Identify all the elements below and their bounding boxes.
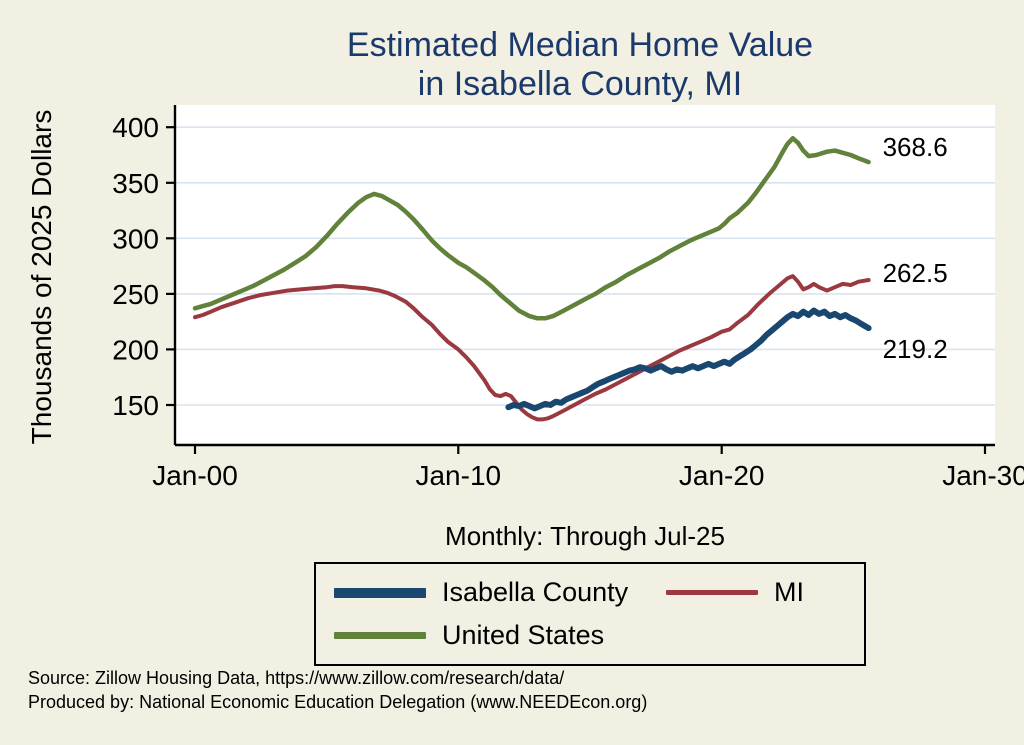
x-axis-title: Monthly: Through Jul-25 <box>445 521 725 551</box>
plot-background <box>175 105 995 445</box>
chart-title: Estimated Median Home Value in Isabella … <box>150 26 1010 104</box>
x-tick-label: Jan-10 <box>415 460 501 491</box>
y-tick-label: 200 <box>112 334 159 365</box>
y-tick-label: 350 <box>112 168 159 199</box>
end-label-isabella-county: 219.2 <box>883 334 948 364</box>
chart-title-line2: in Isabella County, MI <box>417 65 743 103</box>
end-label-mi: 262.5 <box>883 258 948 288</box>
y-axis-title: Thousands of 2025 Dollars <box>26 109 57 445</box>
source-line1: Source: Zillow Housing Data, https://www… <box>28 668 565 688</box>
legend-label-isabella-county: Isabella County <box>442 577 629 607</box>
y-tick-label: 250 <box>112 279 159 310</box>
y-tick-label: 300 <box>112 223 159 254</box>
legend-item-united-states: United States <box>334 620 666 651</box>
y-tick-label: 150 <box>112 390 159 421</box>
chart-title-line1: Estimated Median Home Value <box>346 26 814 64</box>
series-line-united-states <box>192 136 871 321</box>
x-tick-label: Jan-00 <box>152 460 238 491</box>
series-line-isabella-county <box>505 307 872 412</box>
legend-swatch-united-states <box>334 632 426 639</box>
legend-swatch-isabella-county <box>334 587 426 598</box>
series-line-mi <box>193 274 871 422</box>
legend-item-mi: MI <box>666 577 846 608</box>
legend-label-mi: MI <box>774 577 804 607</box>
source-line2: Produced by: National Economic Education… <box>28 692 648 712</box>
y-tick-label: 400 <box>112 112 159 143</box>
legend-swatch-mi <box>666 590 758 595</box>
source-note: Source: Zillow Housing Data, https://www… <box>28 666 647 714</box>
plot-area: 150 200 250 300 350 400 Jan-00 Jan-10 Jan-20 Jan-… <box>112 105 1024 491</box>
x-tick-label: Jan-20 <box>679 460 765 491</box>
legend-label-united-states: United States <box>442 620 605 650</box>
x-tick-label: Jan-30 <box>942 460 1024 491</box>
end-label-united-states: 368.6 <box>883 132 948 162</box>
legend-item-isabella-county: Isabella County <box>334 577 666 608</box>
legend-box: Isabella County MI United States <box>314 562 866 666</box>
